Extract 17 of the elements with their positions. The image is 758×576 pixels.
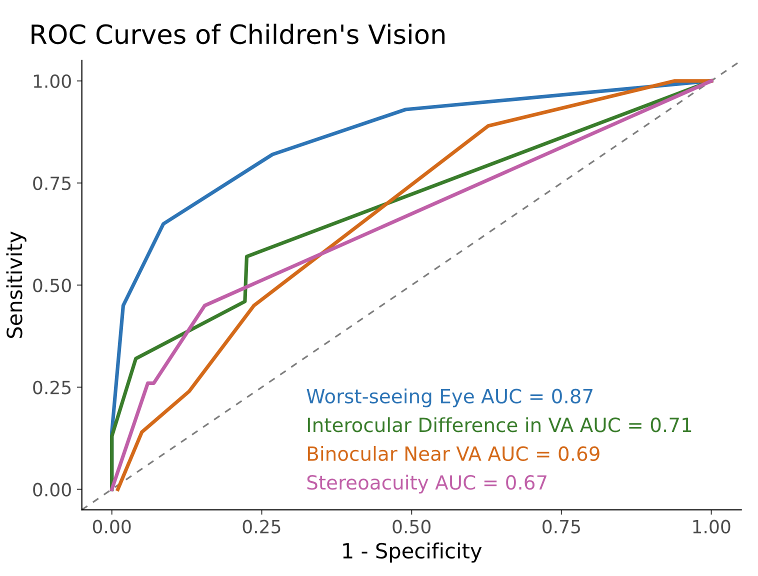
y-tick-label: 0.00 (33, 482, 71, 496)
chart-title: ROC Curves of Children's Vision (32, 24, 445, 44)
y-tick-label: 1.00 (34, 74, 71, 88)
x-axis-title: 1 - Specificity (343, 542, 482, 563)
x-tick-label: 0.75 (542, 520, 580, 534)
x-tick-label: 0.00 (92, 520, 131, 534)
y-axis-title: Sensitivity (6, 232, 26, 338)
y-tick-label: 0.25 (33, 380, 71, 394)
y-tick-label: 0.50 (33, 278, 71, 292)
text: Stereoacuity AUC = 0.67 (307, 474, 546, 494)
text: Interocular Difference in VA AUC = 0.71 (308, 417, 692, 432)
text: Worst-seeing Eye AUC = 0.87 (306, 388, 592, 408)
x-tick-label: 0.50 (392, 520, 430, 534)
x-tick-label: 0.25 (242, 520, 280, 534)
y-tick-label: 0.75 (33, 176, 71, 190)
x-tick-label: 1.00 (693, 520, 730, 534)
text: Binocular Near VA AUC = 0.69 (308, 446, 600, 462)
